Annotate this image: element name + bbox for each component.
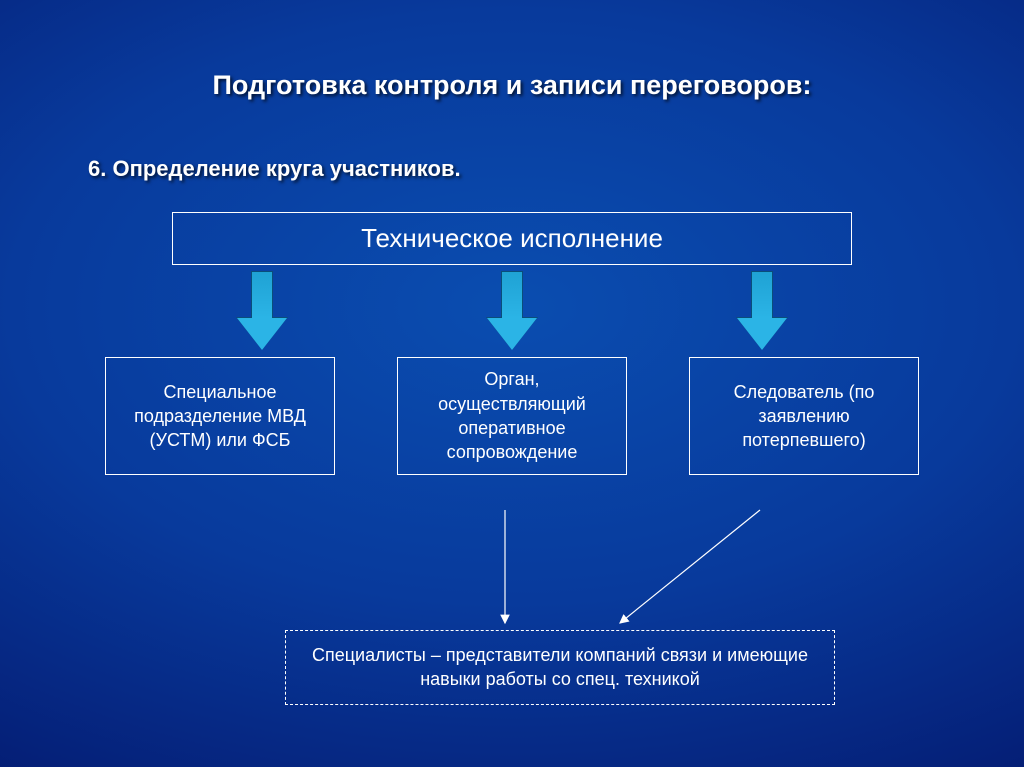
- down-arrow-icon: [737, 271, 787, 351]
- top-box: Техническое исполнение: [172, 212, 852, 265]
- slide-title: Подготовка контроля и записи переговоров…: [70, 70, 954, 101]
- down-arrow-icon: [487, 271, 537, 351]
- slide-subtitle: 6. Определение круга участников.: [70, 156, 954, 182]
- boxes-row: Специальное подразделение МВД (УСТМ) или…: [70, 357, 954, 475]
- branch-box: Следователь (по заявлению потерпевшего): [689, 357, 919, 475]
- down-arrow-icon: [237, 271, 287, 351]
- branch-box: Специальное подразделение МВД (УСТМ) или…: [105, 357, 335, 475]
- bottom-box: Специалисты – представители компаний свя…: [285, 630, 835, 705]
- branch-box: Орган, осуществляющий оперативное сопров…: [397, 357, 627, 475]
- arrow-row: [70, 271, 954, 351]
